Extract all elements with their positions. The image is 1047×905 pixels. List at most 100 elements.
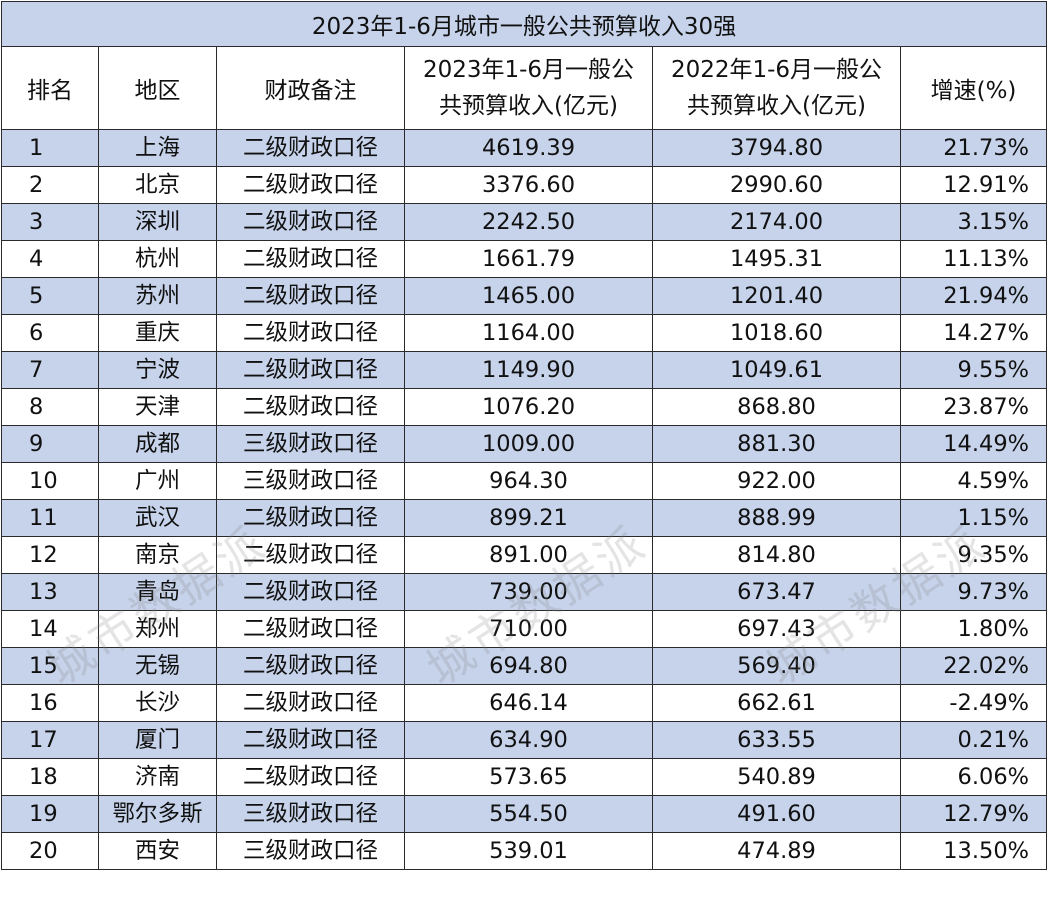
cell-growth-rate: 13.50% [899, 832, 1047, 870]
table-row: 18 济南 二级财政口径 573.65 540.89 6.06% [1, 758, 1047, 796]
cell-region: 杭州 [98, 240, 217, 278]
cell-region: 青岛 [98, 573, 217, 611]
cell-revenue-2023: 646.14 [404, 684, 653, 722]
cell-growth-rate: 9.55% [899, 351, 1047, 389]
table-row: 2 北京 二级财政口径 3376.60 2990.60 12.91% [1, 166, 1047, 204]
cell-rank: 10 [1, 462, 99, 500]
header-rank: 排名 [1, 46, 99, 130]
cell-region: 郑州 [98, 610, 217, 648]
cell-revenue-2023: 1009.00 [404, 425, 653, 463]
cell-revenue-2022: 662.61 [652, 684, 901, 722]
cell-fiscal-note: 二级财政口径 [216, 721, 405, 759]
cell-revenue-2022: 1018.60 [652, 314, 901, 352]
revenue-ranking-table: 2023年1-6月城市一般公共预算收入30强 排名 地区 财政备注 2023年1… [0, 1, 1047, 870]
header-region: 地区 [98, 46, 217, 130]
cell-rank: 18 [1, 758, 99, 796]
cell-fiscal-note: 二级财政口径 [216, 610, 405, 648]
cell-revenue-2023: 1149.90 [404, 351, 653, 389]
header-revenue-2023-line2: 共预算收入(亿元) [439, 93, 618, 119]
cell-rank: 15 [1, 647, 99, 685]
cell-revenue-2022: 2174.00 [652, 203, 901, 241]
table-title: 2023年1-6月城市一般公共预算收入30强 [0, 1, 1047, 47]
cell-revenue-2022: 697.43 [652, 610, 901, 648]
table-row: 9 成都 三级财政口径 1009.00 881.30 14.49% [1, 425, 1047, 463]
cell-rank: 5 [1, 277, 99, 315]
cell-rank: 3 [1, 203, 99, 241]
table-row: 13 青岛 二级财政口径 739.00 673.47 9.73% [1, 573, 1047, 611]
table-row: 10 广州 三级财政口径 964.30 922.00 4.59% [1, 462, 1047, 500]
cell-revenue-2022: 2990.60 [652, 166, 901, 204]
cell-fiscal-note: 三级财政口径 [216, 462, 405, 500]
cell-revenue-2023: 634.90 [404, 721, 653, 759]
table-row: 20 西安 三级财政口径 539.01 474.89 13.50% [1, 832, 1047, 870]
cell-growth-rate: 14.27% [899, 314, 1047, 352]
cell-fiscal-note: 二级财政口径 [216, 203, 405, 241]
cell-fiscal-note: 三级财政口径 [216, 795, 405, 833]
table-row: 6 重庆 二级财政口径 1164.00 1018.60 14.27% [1, 314, 1047, 352]
cell-growth-rate: 9.35% [899, 536, 1047, 574]
cell-region: 济南 [98, 758, 217, 796]
cell-growth-rate: 12.91% [899, 166, 1047, 204]
cell-revenue-2023: 1661.79 [404, 240, 653, 278]
cell-growth-rate: 1.80% [899, 610, 1047, 648]
cell-fiscal-note: 二级财政口径 [216, 314, 405, 352]
cell-region: 无锡 [98, 647, 217, 685]
cell-region: 厦门 [98, 721, 217, 759]
cell-region: 苏州 [98, 277, 217, 315]
cell-revenue-2022: 814.80 [652, 536, 901, 574]
cell-revenue-2023: 554.50 [404, 795, 653, 833]
cell-revenue-2023: 694.80 [404, 647, 653, 685]
cell-revenue-2022: 1201.40 [652, 277, 901, 315]
cell-growth-rate: 22.02% [899, 647, 1047, 685]
cell-rank: 13 [1, 573, 99, 611]
cell-region: 成都 [98, 425, 217, 463]
cell-region: 北京 [98, 166, 217, 204]
cell-rank: 9 [1, 425, 99, 463]
cell-growth-rate: 9.73% [899, 573, 1047, 611]
cell-fiscal-note: 二级财政口径 [216, 684, 405, 722]
cell-fiscal-note: 二级财政口径 [216, 166, 405, 204]
cell-fiscal-note: 三级财政口径 [216, 425, 405, 463]
cell-revenue-2023: 1164.00 [404, 314, 653, 352]
cell-revenue-2022: 540.89 [652, 758, 901, 796]
cell-revenue-2023: 710.00 [404, 610, 653, 648]
cell-revenue-2022: 569.40 [652, 647, 901, 685]
cell-revenue-2022: 1049.61 [652, 351, 901, 389]
cell-growth-rate: 12.79% [899, 795, 1047, 833]
cell-revenue-2023: 2242.50 [404, 203, 653, 241]
cell-revenue-2022: 474.89 [652, 832, 901, 870]
cell-fiscal-note: 二级财政口径 [216, 240, 405, 278]
cell-fiscal-note: 二级财政口径 [216, 758, 405, 796]
cell-revenue-2022: 922.00 [652, 462, 901, 500]
table-row: 19 鄂尔多斯 三级财政口径 554.50 491.60 12.79% [1, 795, 1047, 833]
cell-fiscal-note: 二级财政口径 [216, 499, 405, 537]
cell-revenue-2023: 3376.60 [404, 166, 653, 204]
table-row: 4 杭州 二级财政口径 1661.79 1495.31 11.13% [1, 240, 1047, 278]
cell-growth-rate: 14.49% [899, 425, 1047, 463]
cell-revenue-2023: 739.00 [404, 573, 653, 611]
cell-fiscal-note: 二级财政口径 [216, 351, 405, 389]
cell-growth-rate: -2.49% [899, 684, 1047, 722]
cell-revenue-2022: 491.60 [652, 795, 901, 833]
cell-region: 西安 [98, 832, 217, 870]
cell-revenue-2022: 673.47 [652, 573, 901, 611]
table-row: 11 武汉 二级财政口径 899.21 888.99 1.15% [1, 499, 1047, 537]
cell-rank: 19 [1, 795, 99, 833]
cell-fiscal-note: 二级财政口径 [216, 536, 405, 574]
cell-rank: 4 [1, 240, 99, 278]
cell-rank: 8 [1, 388, 99, 426]
cell-growth-rate: 11.13% [899, 240, 1047, 278]
table-row: 3 深圳 二级财政口径 2242.50 2174.00 3.15% [1, 203, 1047, 241]
cell-rank: 1 [1, 129, 99, 167]
cell-rank: 14 [1, 610, 99, 648]
cell-rank: 11 [1, 499, 99, 537]
cell-growth-rate: 0.21% [899, 721, 1047, 759]
cell-revenue-2023: 891.00 [404, 536, 653, 574]
cell-revenue-2023: 899.21 [404, 499, 653, 537]
cell-rank: 6 [1, 314, 99, 352]
table-header-row: 排名 地区 财政备注 2023年1-6月一般公 共预算收入(亿元) 2022年1… [1, 46, 1047, 130]
cell-revenue-2023: 964.30 [404, 462, 653, 500]
cell-revenue-2022: 3794.80 [652, 129, 901, 167]
header-growth-rate: 增速(%) [899, 46, 1047, 130]
